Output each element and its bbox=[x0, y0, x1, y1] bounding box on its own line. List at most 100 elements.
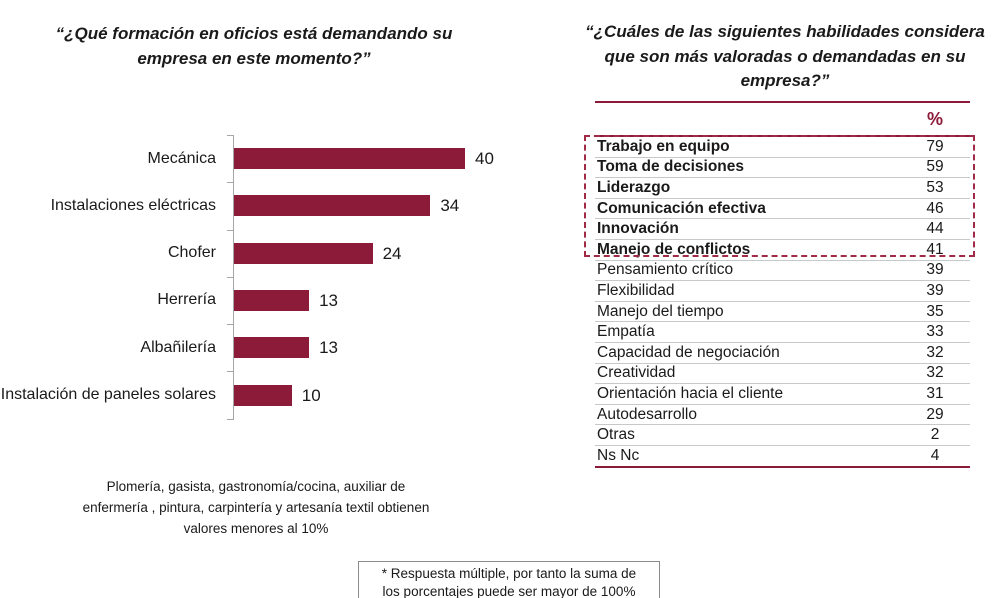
bar-category-label: Instalación de paneles solares bbox=[0, 386, 216, 403]
bar-value-label: 34 bbox=[440, 196, 460, 216]
skill-value: 33 bbox=[926, 323, 944, 341]
bar-value-label: 24 bbox=[382, 243, 402, 263]
skill-name: Comunicación efectiva bbox=[597, 199, 766, 217]
bar-track: 13 bbox=[234, 289, 520, 311]
left-chart-title: “¿Qué formación en oficios está demandan… bbox=[55, 24, 453, 68]
skill-name: Empatía bbox=[597, 323, 655, 341]
table-row: Pensamiento crítico 39 bbox=[595, 261, 970, 282]
skill-name: Otras bbox=[597, 426, 635, 444]
skill-value: 35 bbox=[926, 302, 944, 320]
bar bbox=[234, 242, 373, 264]
bar-chart: Mecánica 40 Instalaciones eléctricas 34 Chof… bbox=[0, 135, 520, 420]
axis-tick bbox=[227, 371, 234, 372]
skill-name: Trabajo en equipo bbox=[597, 137, 730, 155]
skill-name: Manejo de conflictos bbox=[597, 240, 751, 258]
skill-name: Pensamiento crítico bbox=[597, 261, 734, 279]
bar-category-label: Instalaciones eléctricas bbox=[50, 196, 216, 214]
skills-table-header: % bbox=[595, 101, 970, 137]
bar-value-label: 13 bbox=[319, 338, 338, 358]
table-row: Capacidad de negociación 32 bbox=[595, 343, 970, 364]
skills-table: % Trabajo en equipo 79 Toma de decisiones 5… bbox=[584, 101, 975, 468]
bar-row: Chofer 24 bbox=[0, 230, 520, 277]
bar bbox=[234, 148, 465, 169]
skill-value: 4 bbox=[930, 446, 940, 464]
skill-value: 39 bbox=[926, 281, 944, 299]
axis-tick bbox=[227, 135, 234, 136]
skill-name: Manejo del tiempo bbox=[597, 302, 724, 320]
table-row: Manejo de conflictos 41 bbox=[595, 240, 970, 261]
table-row: Manejo del tiempo 35 bbox=[595, 302, 970, 323]
bar bbox=[234, 337, 310, 359]
axis-tick bbox=[227, 230, 234, 231]
bar-row: Herrería 13 bbox=[0, 277, 520, 324]
bar-category-label: Albañilería bbox=[140, 338, 216, 356]
bar-value-label: 10 bbox=[301, 385, 321, 405]
skill-name: Toma de decisiones bbox=[597, 158, 745, 176]
bar-track: 13 bbox=[234, 337, 520, 359]
footnote-line: Plomería, gasista, gastronomía/cocina, a… bbox=[106, 479, 406, 494]
note-line: los porcentajes puede ser mayor de 100% bbox=[382, 583, 636, 598]
bar-track: 40 bbox=[234, 148, 520, 169]
bar-track: 10 bbox=[234, 384, 520, 406]
percent-column-header: % bbox=[926, 108, 943, 129]
bar-category-label: Herrería bbox=[157, 291, 216, 309]
bar-value-label: 40 bbox=[475, 149, 494, 168]
table-row: Liderazgo 53 bbox=[595, 178, 970, 199]
skill-value: 2 bbox=[930, 426, 940, 444]
skill-value: 39 bbox=[926, 261, 944, 279]
bar-track: 24 bbox=[234, 242, 520, 264]
bar-row: Mecánica 40 bbox=[0, 135, 520, 182]
skill-value: 41 bbox=[926, 240, 944, 258]
bar-value-label: 13 bbox=[319, 290, 338, 310]
axis-tick bbox=[227, 182, 234, 183]
skill-value: 32 bbox=[926, 343, 944, 361]
bar bbox=[234, 195, 431, 217]
bar-row: Instalación de paneles solares 10 bbox=[0, 372, 520, 419]
bar bbox=[234, 384, 292, 406]
table-row: Trabajo en equipo 79 bbox=[595, 137, 970, 158]
table-row: Orientación hacia el cliente 31 bbox=[595, 384, 970, 405]
multiple-response-note: * Respuesta múltiple, por tanto la suma … bbox=[358, 561, 660, 598]
table-row: Creatividad 32 bbox=[595, 364, 970, 385]
footnote-line: enfermería , pintura, carpintería y arte… bbox=[82, 499, 430, 515]
bar-category-label: Mecánica bbox=[147, 149, 216, 167]
table-row: Ns Nc 4 bbox=[595, 446, 970, 468]
skill-value: 79 bbox=[926, 137, 944, 155]
bar-row: Albañilería 13 bbox=[0, 324, 520, 371]
skill-value: 46 bbox=[926, 199, 944, 217]
axis-tick bbox=[227, 324, 234, 325]
skill-name: Creatividad bbox=[597, 364, 676, 382]
bar-track: 34 bbox=[234, 195, 520, 217]
skill-value: 32 bbox=[926, 364, 944, 382]
skills-table-body: Trabajo en equipo 79 Toma de decisiones 59 L… bbox=[595, 137, 970, 468]
skill-name: Capacidad de negociación bbox=[597, 343, 780, 361]
skill-name: Orientación hacia el cliente bbox=[597, 384, 784, 402]
skill-name: Ns Nc bbox=[597, 446, 640, 464]
footnote-line: valores menores al 10% bbox=[183, 520, 329, 536]
skill-value: 53 bbox=[926, 178, 944, 196]
skill-value: 44 bbox=[926, 220, 944, 238]
left-chart-footnote: Plomería, gasista, gastronomía/cocina, a… bbox=[40, 477, 472, 540]
axis-tick bbox=[227, 277, 234, 278]
table-row: Comunicación efectiva 46 bbox=[595, 199, 970, 220]
skill-value: 31 bbox=[926, 384, 944, 402]
table-row: Empatía 33 bbox=[595, 322, 970, 343]
bar-category-label: Chofer bbox=[167, 244, 216, 262]
table-row: Flexibilidad 39 bbox=[595, 281, 970, 302]
axis-tick bbox=[227, 419, 234, 420]
skill-name: Autodesarrollo bbox=[597, 405, 697, 423]
skill-name: Innovación bbox=[597, 220, 679, 238]
skill-value: 29 bbox=[926, 405, 944, 423]
skill-name: Liderazgo bbox=[597, 178, 671, 196]
skill-value: 59 bbox=[926, 158, 944, 176]
bar-row: Instalaciones eléctricas 34 bbox=[0, 182, 520, 229]
table-row: Otras 2 bbox=[595, 425, 970, 446]
table-row: Autodesarrollo 29 bbox=[595, 405, 970, 426]
table-row: Innovación 44 bbox=[595, 219, 970, 240]
skill-name: Flexibilidad bbox=[597, 281, 675, 299]
right-table-title: “¿Cuáles de las siguientes habilidades c… bbox=[585, 22, 985, 91]
bar bbox=[234, 289, 310, 311]
note-line: * Respuesta múltiple, por tanto la suma … bbox=[381, 566, 637, 581]
table-row: Toma de decisiones 59 bbox=[595, 158, 970, 179]
